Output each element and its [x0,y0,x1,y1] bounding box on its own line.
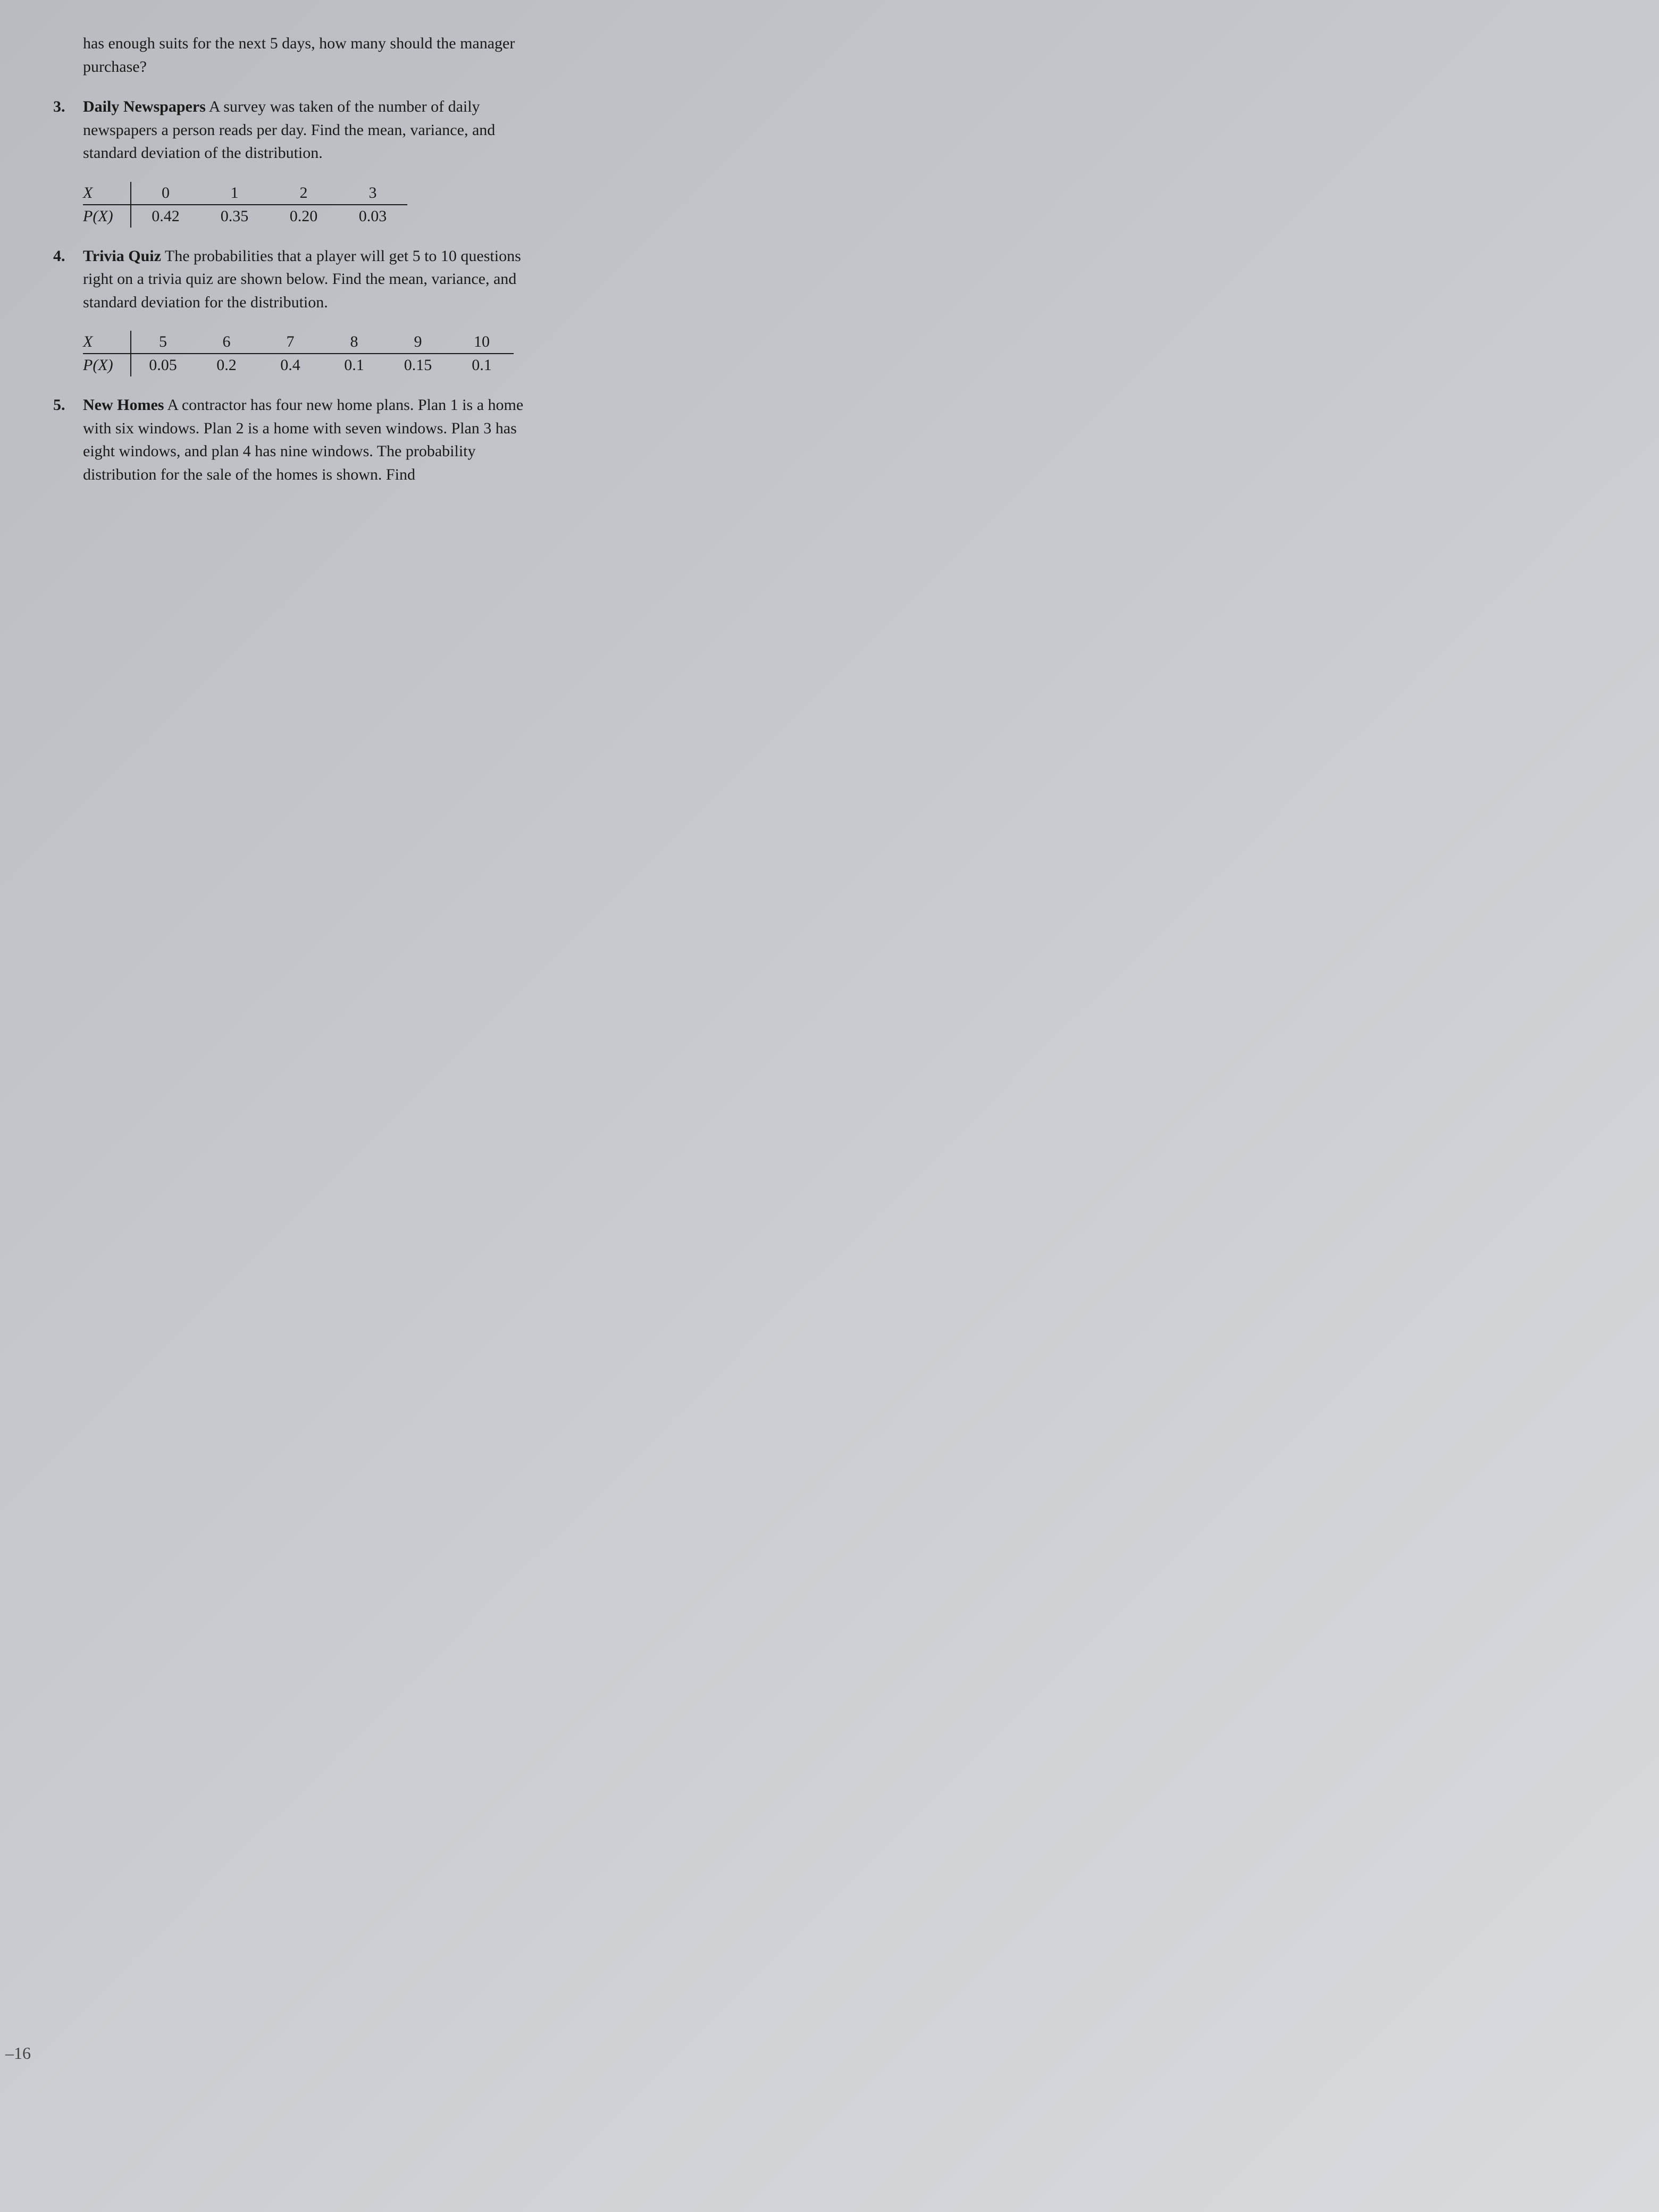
problem-3-number: 3. [53,95,65,119]
table-row: X 0 1 2 3 [83,182,407,205]
x-val: 7 [258,331,322,354]
p-val: 0.4 [258,354,322,376]
problem-4-table: X 5 6 7 8 9 10 P(X) 0.05 0.2 0.4 0.1 0.1… [83,331,514,376]
problem-5-number: 5. [53,393,65,417]
p-val: 0.2 [195,354,258,376]
x-val: 9 [386,331,450,354]
x-val: 10 [450,331,514,354]
x-label: X [83,184,93,202]
p-val: 0.35 [200,205,269,228]
p-val: 0.42 [131,205,200,228]
x-label: X [83,333,93,350]
px-label: P(X) [83,207,113,225]
problem-5-title: New Homes [83,396,164,414]
p-val: 0.15 [386,354,450,376]
x-val: 3 [338,182,407,205]
problem-3-title: Daily Newspapers [83,98,206,115]
problem-4: 4. Trivia Quiz The probabilities that a … [53,245,542,314]
p-val: 0.03 [338,205,407,228]
problem-3-table: X 0 1 2 3 P(X) 0.42 0.35 0.20 0.03 [83,182,407,228]
problem-5: 5. New Homes A contractor has four new h… [53,393,542,486]
page-number: –16 [5,2043,31,2063]
p-val: 0.20 [269,205,338,228]
problem-2-text: has enough suits for the next 5 days, ho… [83,35,515,76]
table-row: P(X) 0.05 0.2 0.4 0.1 0.15 0.1 [83,354,514,376]
problem-2-partial: has enough suits for the next 5 days, ho… [53,32,542,78]
table-row: P(X) 0.42 0.35 0.20 0.03 [83,205,407,228]
problem-4-number: 4. [53,245,65,268]
problem-4-title: Trivia Quiz [83,247,161,265]
px-label: P(X) [83,356,113,374]
p-val: 0.1 [450,354,514,376]
x-val: 8 [322,331,386,354]
p-val: 0.1 [322,354,386,376]
x-val: 0 [131,182,200,205]
x-val: 5 [131,331,195,354]
problem-3: 3. Daily Newspapers A survey was taken o… [53,95,542,165]
table-row: X 5 6 7 8 9 10 [83,331,514,354]
x-val: 1 [200,182,269,205]
x-val: 6 [195,331,258,354]
x-val: 2 [269,182,338,205]
p-val: 0.05 [131,354,195,376]
